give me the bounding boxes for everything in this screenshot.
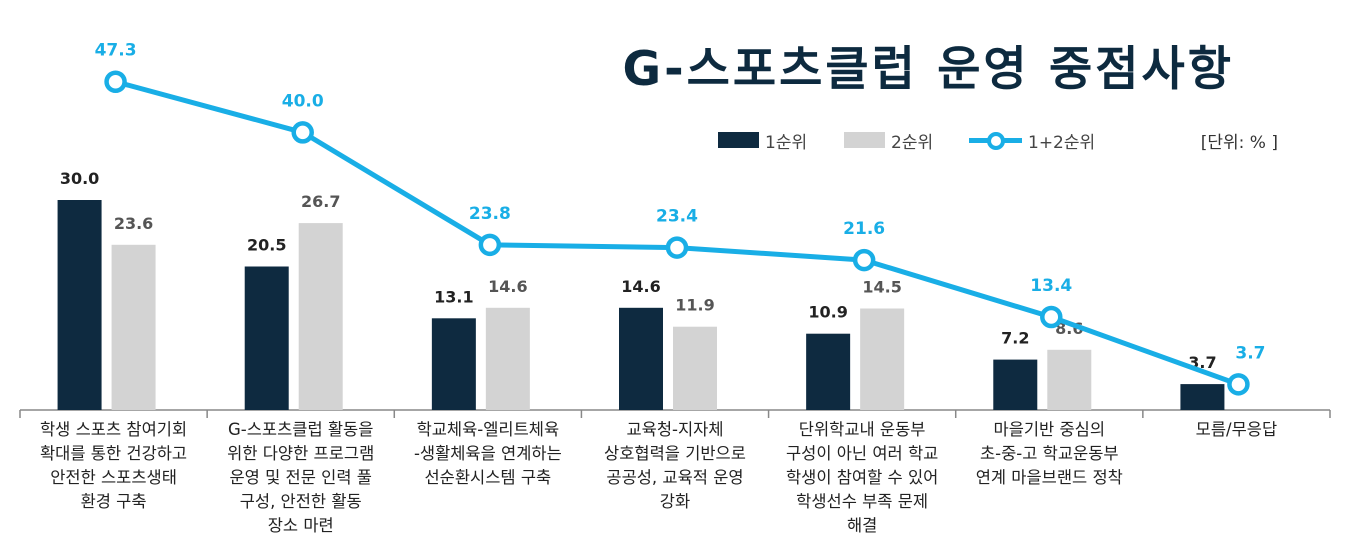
category-label: 교육청-지자체 상호협력을 기반으로 공공성, 교육적 운영 강화 [604,420,746,511]
unit-label: [단위: % ] [1200,133,1278,153]
bar-value-label-rank1: 7.2 [1001,329,1029,348]
bar-value-label-rank2: 26.7 [301,192,340,211]
legend-label-rank1-2: 1+2순위 [1028,132,1096,153]
category-label: G-스포츠클럽 활동을 위한 다양한 프로그램 운영 및 전문 인력 풀 구성,… [227,420,375,535]
bar-rank2 [1047,349,1092,410]
bar-value-label-rank2: 14.5 [862,278,901,297]
bar-rank1 [806,333,851,410]
bar-rank2 [298,223,343,410]
chart-title: G-스포츠클럽 운영 중점사항 [622,42,1234,97]
legend-item-rank2: 2순위 [844,128,934,153]
bar-rank2 [860,308,905,410]
category-label: 모름/무응답 [1195,420,1278,439]
bar-value-label-rank1: 10.9 [808,303,847,322]
bar-rank2 [485,307,530,410]
line-point-marker [852,248,876,272]
bar-rank1 [993,359,1038,410]
line-value-label: 23.8 [469,204,511,224]
line-value-label: 21.6 [843,219,885,239]
bar-rank2 [111,244,156,410]
legend: 1순위 2순위 1+2순위 [단위: % ] [718,128,1278,153]
legend-swatch-rank1 [718,132,759,148]
category-label: 단위학교내 운동부 구성이 아닌 여러 학교 학생이 참여할 수 있어 학생선수… [785,420,939,535]
bar-value-label-rank1: 13.1 [434,287,473,306]
legend-swatch-rank2 [844,132,885,148]
line-value-label: 23.4 [656,207,698,227]
bar-value-label-rank2: 23.6 [114,214,153,233]
category-label: 마을기반 중심의 초-중-고 학교운동부 연계 마을브랜드 정착 [975,420,1123,487]
line-point-marker [1227,373,1250,396]
category-label: 학생 스포츠 참여기회 확대를 통한 건강하고 안전한 스포츠생태 환경 구축 [40,420,188,511]
bar-rank1 [244,266,289,410]
line-value-label: 47.3 [95,41,137,61]
bar-value-label-rank1: 14.6 [621,277,660,296]
legend-item-rank1-2: 1+2순위 [969,128,1096,153]
bar-value-label-rank2: 11.9 [675,296,714,315]
line-value-label: 3.7 [1235,343,1265,363]
bar-rank1 [1180,384,1225,410]
legend-item-rank1: 1순위 [718,128,808,153]
bar-rank1 [431,318,476,410]
line-point-marker [665,236,689,259]
bar-rank1 [57,200,102,410]
bar-rank2 [673,326,717,410]
bar-value-label-rank2: 14.6 [488,277,527,296]
line-point-marker [478,233,502,257]
bar-value-label-rank1: 20.5 [247,236,286,255]
line-value-label: 40.0 [282,91,324,111]
line-point-marker [104,70,127,93]
category-label: 학교체육-엘리트체육 -생활체육을 연계하는 선순환시스템 구축 [413,420,562,487]
line-value-label: 13.4 [1030,276,1072,296]
line-point-marker [291,121,314,144]
bar-value-label-rank1: 30.0 [60,169,99,188]
bar-rank1 [619,307,663,410]
line-point-marker [1040,305,1063,329]
legend-label-rank2: 2순위 [891,132,934,153]
legend-line-marker [969,131,1022,150]
legend-label-rank1: 1순위 [765,132,808,153]
